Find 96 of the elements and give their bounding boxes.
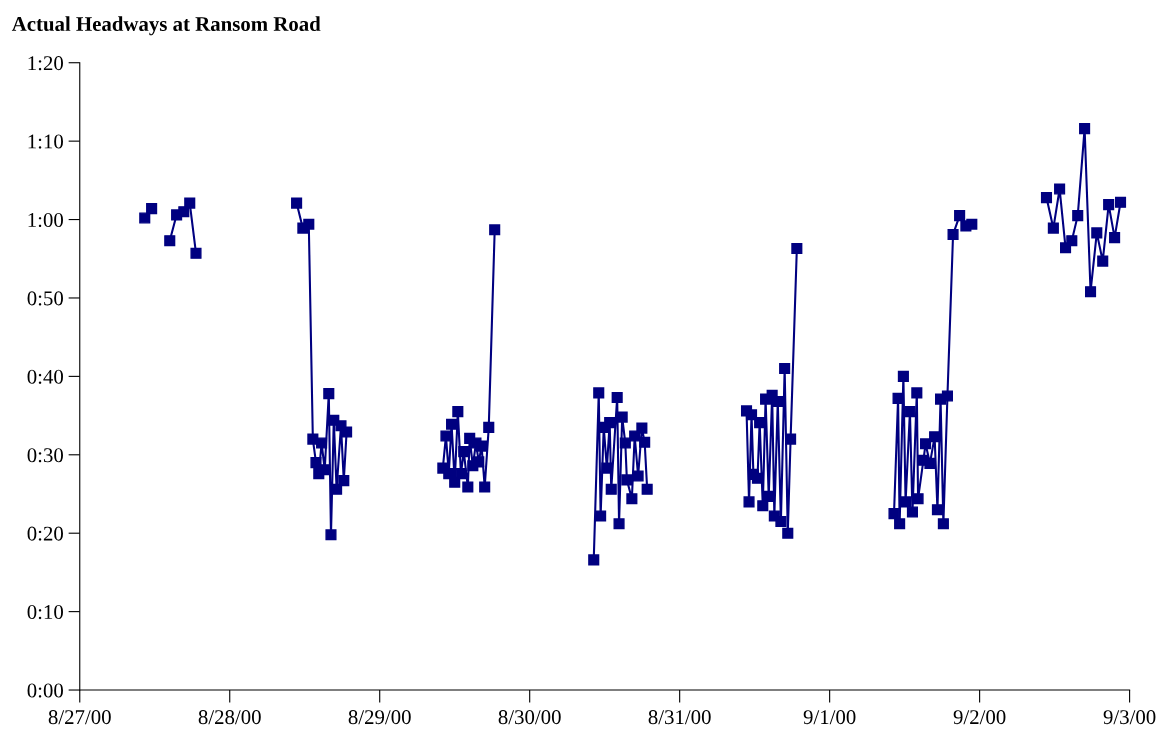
point (310, 457, 322, 469)
chart-title: Actual Headways at Ransom Road (11, 16, 321, 36)
y-tick-label: 0:10 (27, 604, 63, 620)
point (146, 203, 158, 215)
point (443, 468, 455, 480)
point (1047, 222, 1059, 234)
y-tick-label: 0:30 (27, 448, 63, 463)
point (613, 518, 625, 530)
point (601, 462, 613, 474)
x-tick-label: 8/28/00 (198, 710, 261, 725)
point (947, 228, 959, 241)
point (904, 406, 916, 418)
point (139, 212, 151, 224)
point (966, 218, 978, 230)
point (473, 456, 485, 468)
x-tick-label: 8/30/00 (498, 710, 561, 725)
point (772, 395, 784, 408)
point (779, 362, 791, 375)
point (323, 388, 335, 400)
point (446, 418, 458, 430)
point (763, 490, 775, 502)
point (924, 457, 936, 469)
point (483, 421, 495, 433)
point (605, 483, 617, 495)
point (632, 470, 644, 482)
point (785, 433, 797, 445)
point (452, 406, 464, 418)
point (911, 387, 923, 399)
point (1091, 227, 1103, 239)
point (1054, 183, 1066, 195)
y-tick-label: 0:00 (27, 683, 63, 698)
point (906, 506, 919, 518)
point (489, 224, 501, 236)
point (341, 426, 353, 438)
point (1066, 235, 1078, 247)
point (455, 468, 467, 480)
point (476, 440, 488, 452)
point (931, 504, 943, 516)
x-tick-label: 9/2/00 (953, 710, 1006, 725)
point (619, 437, 631, 449)
x-tick-label: 8/31/00 (648, 710, 711, 725)
point (639, 436, 651, 448)
point (888, 508, 900, 520)
point (1109, 232, 1121, 244)
point (595, 510, 607, 522)
point (1079, 123, 1091, 135)
x-tick-label: 8/27/00 (48, 710, 111, 725)
point (1084, 286, 1097, 298)
point (775, 515, 787, 527)
point (462, 481, 474, 493)
y-tick-label: 1:20 (28, 56, 63, 71)
y-tick-label: 0:40 (27, 369, 63, 384)
point (920, 438, 932, 450)
point (791, 243, 803, 255)
x-tick-label: 8/29/00 (348, 710, 411, 725)
point (626, 493, 638, 505)
point (937, 518, 949, 530)
point (164, 235, 176, 247)
point (954, 210, 966, 222)
point (754, 417, 766, 429)
point (636, 422, 648, 434)
point (743, 496, 755, 508)
y-tick-label: 1:00 (28, 212, 63, 228)
y-tick-label: 0:50 (27, 291, 63, 306)
point (1097, 255, 1109, 267)
point (621, 474, 633, 486)
point (190, 247, 202, 259)
point (303, 218, 315, 230)
point (604, 417, 616, 429)
point (1040, 192, 1053, 204)
point (316, 437, 328, 449)
point (325, 529, 337, 541)
point (1114, 196, 1127, 208)
y-tick-label: 0:20 (27, 526, 63, 541)
point (458, 446, 470, 458)
point (894, 518, 906, 530)
point (1072, 210, 1084, 222)
point (611, 391, 623, 404)
point (912, 493, 924, 505)
point (338, 475, 350, 487)
point (588, 554, 600, 566)
x-tick-label: 9/1/00 (803, 710, 856, 725)
point (479, 481, 491, 493)
x-tick-label: 9/3/00 (1103, 710, 1156, 725)
point (184, 197, 196, 209)
y-tick-label: 1:10 (28, 134, 63, 149)
point (900, 496, 912, 508)
point (291, 197, 303, 209)
point (782, 527, 794, 539)
point (641, 483, 653, 495)
point (897, 370, 909, 382)
point (941, 390, 953, 402)
point (593, 387, 605, 399)
point (757, 500, 769, 512)
point (1103, 199, 1115, 211)
point (440, 430, 452, 442)
